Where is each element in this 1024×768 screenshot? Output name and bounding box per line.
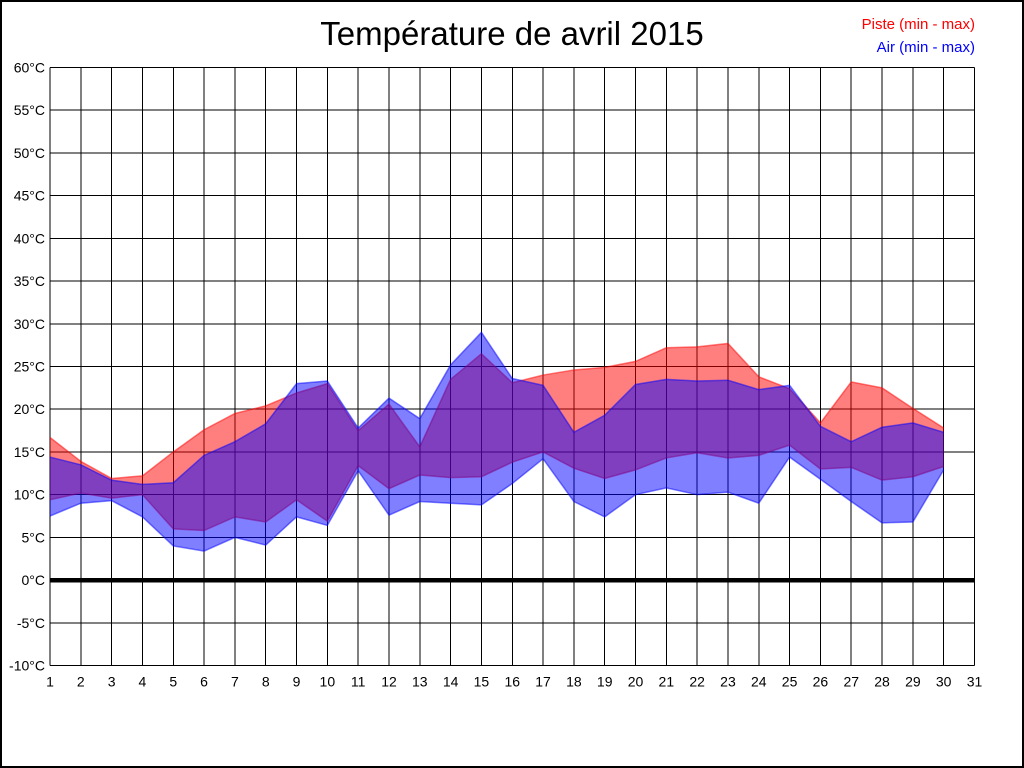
x-tick-label: 7 xyxy=(231,674,239,690)
x-tick-label: 11 xyxy=(351,674,366,690)
y-tick-label: 45°C xyxy=(14,188,45,204)
y-tick-label: 40°C xyxy=(14,230,45,246)
y-tick-label: 35°C xyxy=(14,273,45,289)
x-tick-label: 23 xyxy=(720,674,736,690)
x-tick-label: 1 xyxy=(46,674,54,690)
x-tick-label: 9 xyxy=(293,674,301,690)
y-tick-label: 30°C xyxy=(14,316,45,332)
x-tick-label: 16 xyxy=(504,674,520,690)
legend-item-air: Air (min - max) xyxy=(876,39,975,56)
x-tick-label: 22 xyxy=(689,674,705,690)
x-tick-label: 21 xyxy=(659,674,675,690)
y-tick-label: 25°C xyxy=(14,359,45,375)
x-tick-label: 25 xyxy=(782,674,798,690)
x-tick-label: 30 xyxy=(936,674,952,690)
x-tick-label: 15 xyxy=(474,674,490,690)
x-tick-label: 2 xyxy=(77,674,85,690)
grid xyxy=(49,67,976,667)
air-min-line xyxy=(49,456,945,552)
air-band xyxy=(50,332,944,552)
x-tick-label: 12 xyxy=(381,674,397,690)
x-tick-label: 5 xyxy=(169,674,177,690)
y-axis-labels: 60°C 55°C 50°C 45°C 40°C 35°C 30°C 25°C 20°C 15°C… xyxy=(9,60,45,674)
x-tick-label: 4 xyxy=(139,674,147,690)
y-tick-label: -10°C xyxy=(9,658,45,674)
x-tick-label: 26 xyxy=(813,674,829,690)
y-tick-label: 0°C xyxy=(22,572,46,588)
y-tick-label: 55°C xyxy=(14,102,45,118)
y-tick-label: 60°C xyxy=(14,60,45,76)
x-tick-label: 20 xyxy=(628,674,644,690)
x-axis-labels: 1 2 3 4 5 6 7 8 9 10 11 12 13 14 15 16 17 18 19 20 21 22 23 24 2… xyxy=(46,674,982,690)
x-tick-label: 14 xyxy=(443,674,459,690)
x-tick-label: 28 xyxy=(874,674,890,690)
x-tick-label: 29 xyxy=(905,674,921,690)
y-tick-label: 50°C xyxy=(14,145,45,161)
y-tick-label: 5°C xyxy=(22,529,46,545)
x-tick-label: 18 xyxy=(566,674,582,690)
y-tick-label: 20°C xyxy=(14,401,45,417)
y-tick-label: 10°C xyxy=(14,487,45,503)
y-tick-label: -5°C xyxy=(17,615,45,631)
x-tick-label: 13 xyxy=(412,674,428,690)
x-tick-label: 3 xyxy=(108,674,116,690)
chart-title: Température de avril 2015 xyxy=(320,15,704,52)
x-tick-label: 31 xyxy=(967,674,983,690)
x-tick-label: 8 xyxy=(262,674,270,690)
x-tick-label: 6 xyxy=(200,674,208,690)
x-tick-label: 24 xyxy=(751,674,767,690)
x-tick-label: 19 xyxy=(597,674,613,690)
y-tick-label: 15°C xyxy=(14,444,45,460)
x-tick-label: 10 xyxy=(320,674,336,690)
chart-legend: Piste (min - max) Air (min - max) xyxy=(862,13,975,59)
x-tick-label: 27 xyxy=(843,674,859,690)
x-tick-label: 17 xyxy=(535,674,551,690)
air-max-line xyxy=(49,331,944,486)
legend-item-piste: Piste (min - max) xyxy=(861,16,975,33)
